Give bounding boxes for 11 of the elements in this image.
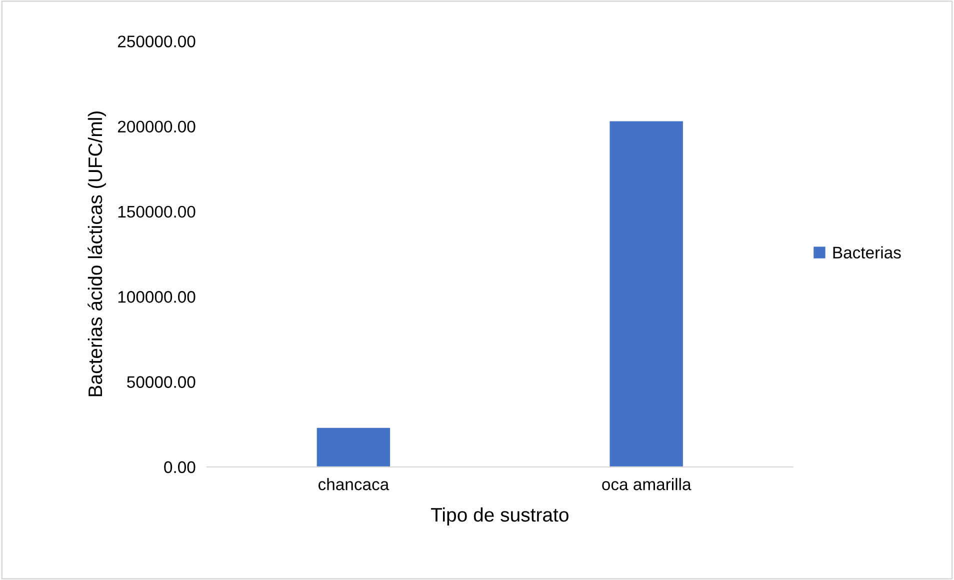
x-tick-label: oca amarilla [602,478,692,490]
y-tick-label: 150000.00 [118,206,196,218]
x-axis-title: Tipo de sustrato [430,507,568,526]
y-tick-label: 250000.00 [118,36,196,48]
y-tick-label: 0.00 [164,461,196,474]
y-axis-title: Bacterias ácido lácticas (UFC/ml) [88,112,106,396]
x-tick-label: chancaca [318,478,390,490]
y-tick-label: 50000.00 [127,376,196,388]
y-tick-label: 100000.00 [118,291,196,303]
legend-label: Bacterias [833,246,901,259]
y-tick-label: 200000.00 [118,120,196,133]
